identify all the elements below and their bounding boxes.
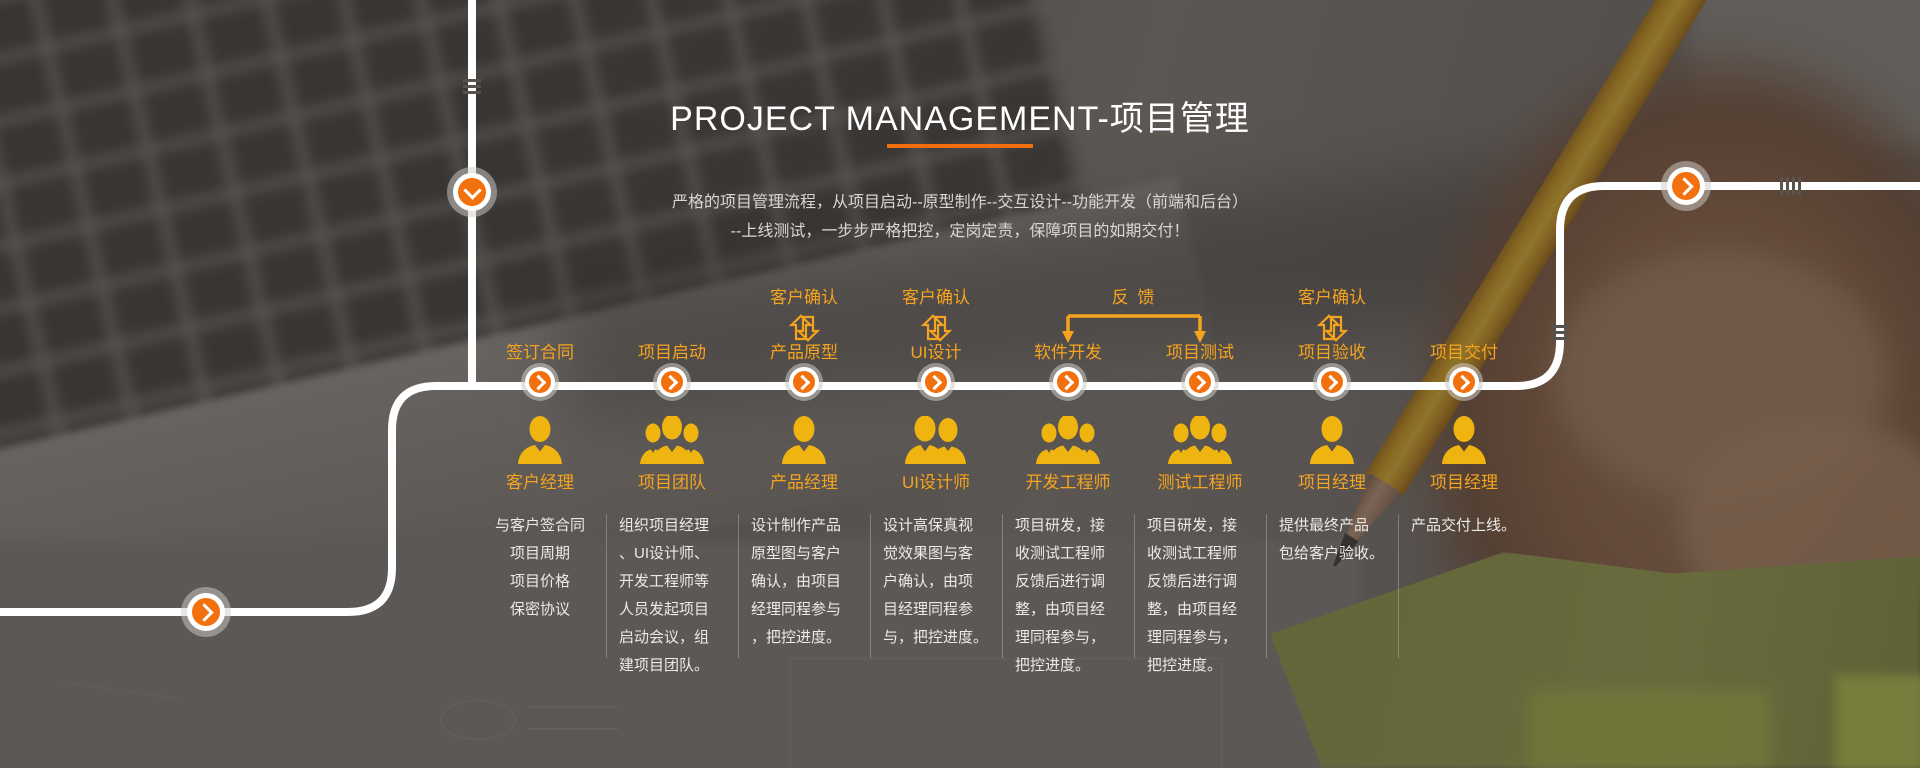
person-icon — [1442, 416, 1486, 464]
step-description: 设计制作产品 原型图与客户 确认，由项目 经理同程参与 ，把控进度。 — [751, 517, 842, 646]
step-description: 设计高保真视 觉效果图与客 户确认，由项 目经理同程参 与，把控进度。 — [883, 517, 989, 646]
step-label: 项目验收 — [1298, 343, 1366, 362]
step-label: 项目测试 — [1166, 343, 1234, 362]
role-label: 项目经理 — [1430, 473, 1498, 492]
path-break-ticks-left — [463, 79, 481, 94]
person-icon — [518, 416, 562, 464]
timeline-node — [1317, 367, 1347, 397]
team-icon — [1036, 416, 1100, 464]
title-underline — [887, 144, 1033, 148]
column-divider — [738, 514, 739, 658]
step-label: 软件开发 — [1034, 343, 1102, 362]
page-title: PROJECT MANAGEMENT-项目管理 — [670, 99, 1250, 138]
section-subtitle: 严格的项目管理流程，从项目启动--原型制作--交互设计--功能开发（前端和后台）… — [0, 188, 1920, 246]
column-divider — [1134, 514, 1135, 658]
team-icon — [1168, 416, 1232, 464]
confirm-label: 客户确认 — [902, 288, 970, 307]
subtitle-line-1: 严格的项目管理流程，从项目启动--原型制作--交互设计--功能开发（前端和后台） — [672, 194, 1248, 211]
path-break-ticks-right-vertical — [1551, 325, 1569, 340]
timeline-node — [657, 367, 687, 397]
chevron-right-icon — [794, 374, 810, 390]
chevron-right-icon — [1190, 374, 1206, 390]
step-column-testing: 项目测试 测试工程师 项目研发，接 收测试工程师 反馈后进行调 整，由项目经 理… — [1134, 338, 1266, 698]
timeline-node — [789, 367, 819, 397]
step-column-sign-contract: 签订合同 客户经理 与客户签合同 项目周期 项目价格 保密协议 — [474, 338, 606, 698]
annotation-feedback: 反 馈 — [1111, 288, 1157, 307]
feedback-bracket-arrow — [1062, 314, 1206, 343]
step-description: 组织项目经理 、UI设计师、 开发工程师等 人员发起项目 启动会议，组 建项目团… — [619, 517, 710, 674]
chevron-right-icon — [1058, 374, 1074, 390]
chevron-right-icon — [1454, 374, 1470, 390]
step-description: 项目研发，接 收测试工程师 反馈后进行调 整，由项目经 理同程参与， 把控进度。 — [1015, 517, 1106, 674]
chevron-right-icon — [530, 374, 546, 390]
annotation-confirm-ui: 客户确认 — [870, 283, 1002, 342]
timeline-node — [525, 367, 555, 397]
confirm-label: 客户确认 — [1298, 288, 1366, 307]
step-description: 提供最终产品 包给客户验收。 — [1279, 517, 1385, 562]
step-label: 签订合同 — [506, 343, 574, 362]
role-label: UI设计师 — [902, 473, 970, 492]
step-description: 产品交付上线。 — [1411, 517, 1517, 534]
role-label: 测试工程师 — [1157, 473, 1243, 492]
step-label: UI设计 — [910, 343, 962, 362]
role-label: 客户经理 — [506, 473, 574, 492]
column-divider — [1398, 514, 1399, 658]
subtitle-line-2: --上线测试，一步步严格把控，定岗定责，保障项目的如期交付！ — [730, 223, 1190, 240]
team-icon — [640, 416, 704, 464]
step-column-acceptance: 项目验收 项目经理 提供最终产品 包给客户验收。 — [1266, 338, 1398, 698]
flow-path-main — [0, 182, 1920, 616]
flow-node-bottom-left — [187, 593, 225, 631]
timeline-node — [921, 367, 951, 397]
person-icon — [1310, 416, 1354, 464]
annotation-confirm-prototype: 客户确认 — [738, 283, 870, 342]
flow-node-down — [453, 173, 491, 211]
role-label: 产品经理 — [770, 473, 838, 492]
person-icon — [782, 416, 826, 464]
step-column-kickoff: 项目启动 项目团队 组织项目经理 、UI设计师、 开发工程师等 人员发起项目 启… — [606, 338, 738, 698]
column-divider — [870, 514, 871, 658]
chevron-right-icon — [662, 374, 678, 390]
step-description: 与客户签合同 项目周期 项目价格 保密协议 — [494, 517, 585, 618]
column-divider — [606, 514, 607, 658]
chevron-right-icon — [194, 602, 214, 622]
chevron-right-icon — [926, 374, 942, 390]
step-column-ui-design: UI设计 UI设计师 设计高保真视 觉效果图与客 户确认，由项 目经理同程参 与… — [870, 338, 1002, 698]
annotation-confirm-acceptance: 客户确认 — [1266, 283, 1398, 342]
confirm-label: 客户确认 — [770, 288, 838, 307]
step-label: 项目启动 — [638, 343, 706, 362]
role-label: 开发工程师 — [1025, 473, 1111, 492]
step-label: 产品原型 — [770, 343, 838, 362]
role-label: 项目团队 — [638, 473, 706, 492]
role-label: 项目经理 — [1298, 473, 1366, 492]
path-break-ticks-right-horizontal — [1780, 177, 1801, 195]
timeline-node — [1053, 367, 1083, 397]
step-column-delivery: 项目交付 项目经理 产品交付上线。 — [1398, 338, 1530, 698]
step-description: 项目研发，接 收测试工程师 反馈后进行调 整，由项目经 理同程参与， 把控进度。 — [1147, 517, 1238, 674]
flow-node-top-right — [1667, 167, 1705, 205]
step-column-development: 软件开发 开发工程师 项目研发，接 收测试工程师 反馈后进行调 整，由项目经 理… — [1002, 338, 1134, 698]
timeline-node — [1449, 367, 1479, 397]
column-divider — [1002, 514, 1003, 658]
column-divider — [1266, 514, 1267, 658]
step-label: 项目交付 — [1430, 343, 1498, 362]
step-column-prototype: 产品原型 产品经理 设计制作产品 原型图与客户 确认，由项目 经理同程参与 ，把… — [738, 338, 870, 698]
designer-pair-icon — [905, 416, 966, 464]
chevron-right-icon — [1322, 374, 1338, 390]
timeline-node — [1185, 367, 1215, 397]
